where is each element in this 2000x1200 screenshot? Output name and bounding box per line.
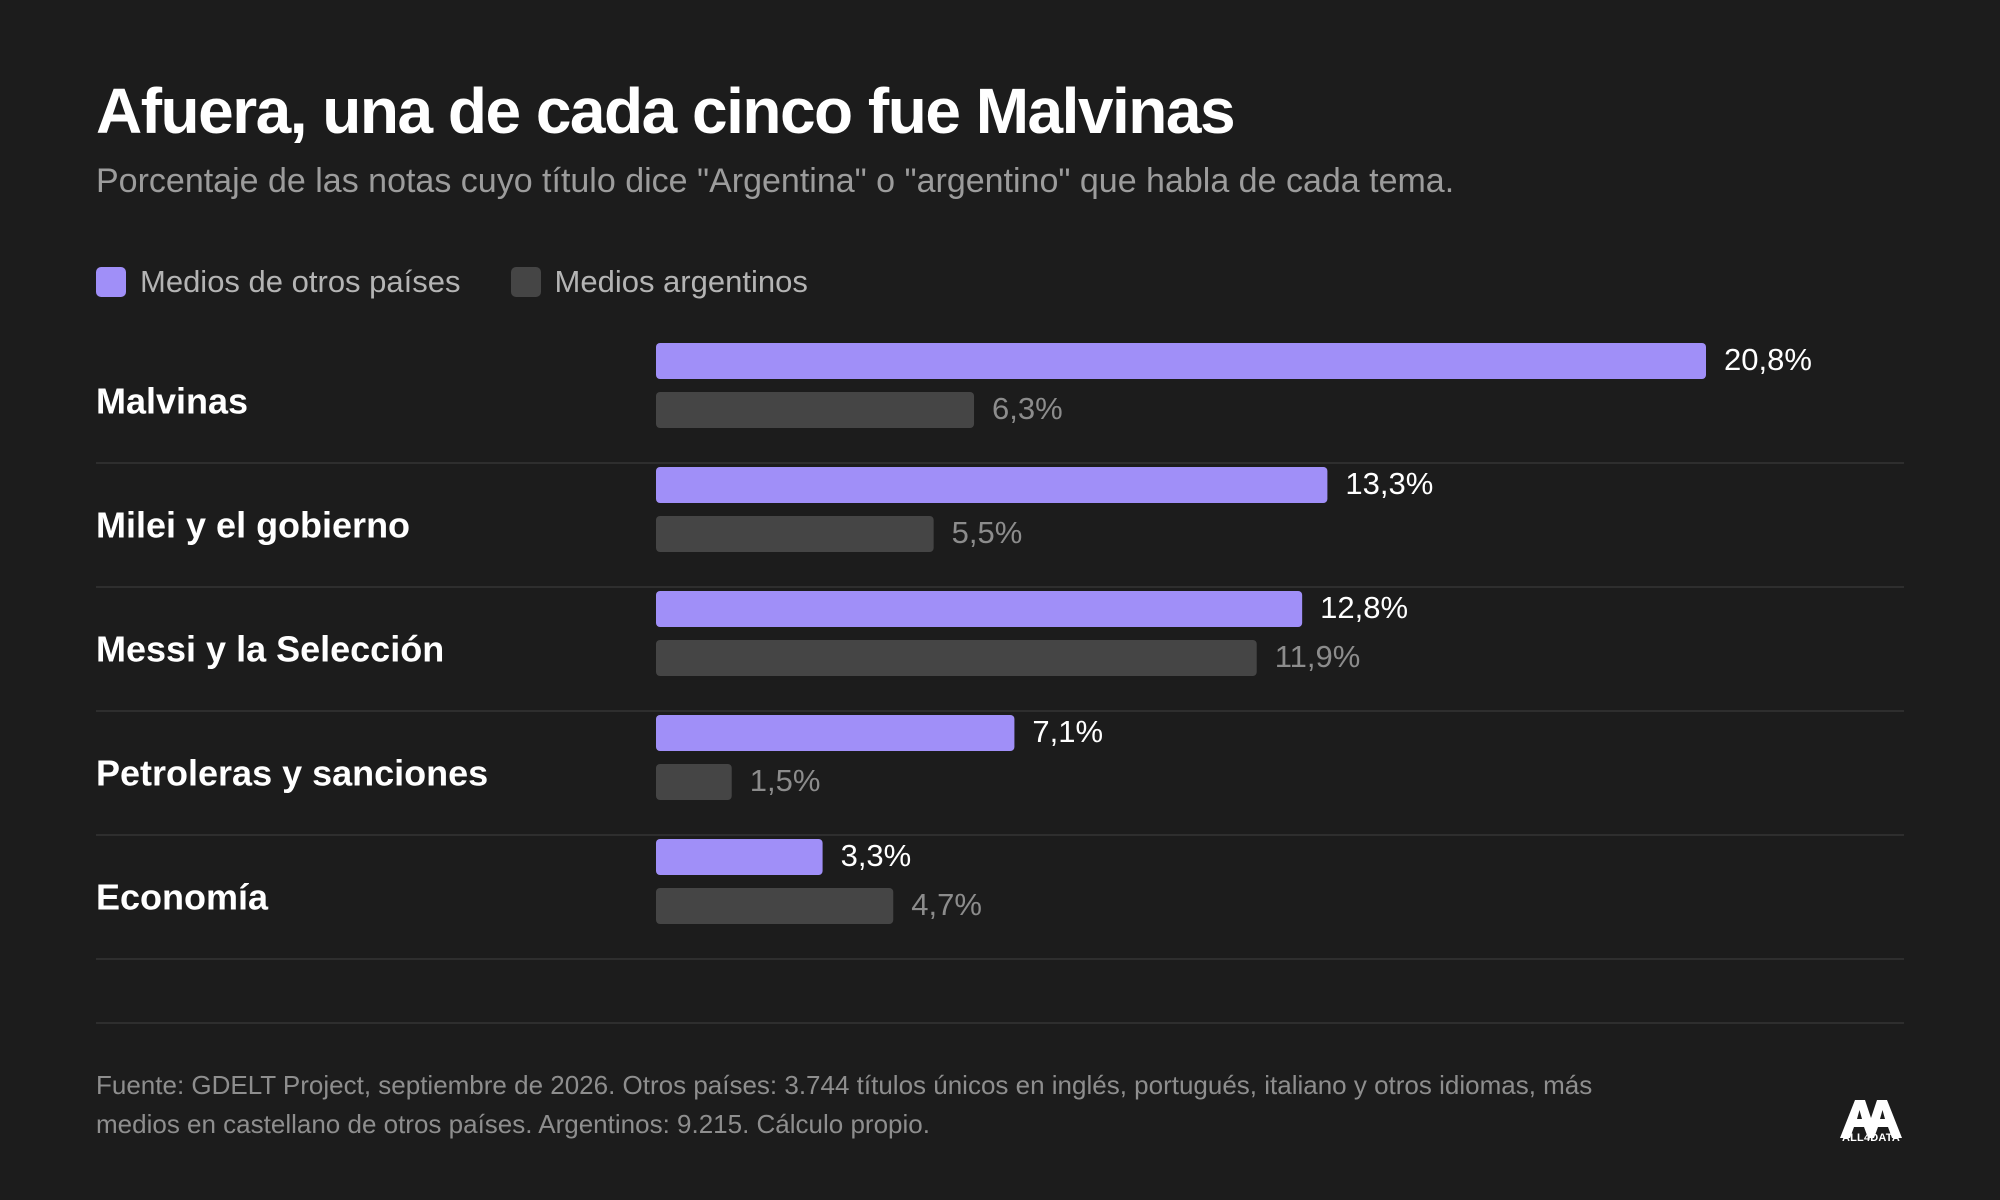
value-label-foreign-malvinas: 20,8% <box>1724 342 1812 377</box>
value-label-foreign-petroleras-y-sanciones: 7,1% <box>1032 714 1103 749</box>
legend-item-foreign: Medios de otros países <box>96 264 461 300</box>
category-label-messi-y-la-seleccion: Messi y la Selección <box>96 629 444 670</box>
all4data-logo-icon <box>1840 1100 1902 1138</box>
bar-argentine-malvinas <box>656 392 975 428</box>
bar-foreign-petroleras-y-sanciones <box>656 715 1015 751</box>
legend: Medios de otros países Medios argentinos <box>96 262 808 302</box>
source-note: Fuente: GDELT Project, septiembre de 202… <box>96 1070 1593 1139</box>
legend-label-foreign: Medios de otros países <box>140 264 461 299</box>
value-label-foreign-messi-y-la-seleccion: 12,8% <box>1320 590 1408 625</box>
legend-swatch-argentine <box>510 267 541 297</box>
bar-chart: Malvinas 20,8% 6,3% Milei y el gobierno 13,3… <box>96 342 1904 960</box>
bar-foreign-milei-y-el-gobierno <box>656 467 1328 503</box>
value-label-argentine-economia: 4,7% <box>911 887 982 922</box>
legend-item-argentine: Medios argentinos <box>510 264 808 300</box>
value-label-argentine-milei-y-el-gobierno: 5,5% <box>952 515 1023 550</box>
value-label-argentine-messi-y-la-seleccion: 11,9% <box>1275 639 1361 674</box>
category-label-economia: Economía <box>96 877 269 918</box>
category-label-milei-y-el-gobierno: Milei y el gobierno <box>96 505 410 546</box>
value-label-argentine-malvinas: 6,3% <box>992 391 1063 426</box>
value-label-foreign-milei-y-el-gobierno: 13,3% <box>1345 466 1433 501</box>
chart-title: Afuera, una de cada cinco fue Malvinas <box>96 75 1236 147</box>
footer-divider <box>96 1022 1904 1024</box>
bar-foreign-messi-y-la-seleccion <box>656 591 1303 627</box>
logo-text: ALL4DATA <box>1841 1132 1901 1144</box>
bar-foreign-malvinas <box>656 343 1706 379</box>
chart-subtitle: Porcentaje de las notas cuyo título dice… <box>96 162 1455 200</box>
bar-foreign-economia <box>656 839 823 875</box>
value-label-foreign-economia: 3,3% <box>841 838 912 873</box>
value-label-argentine-petroleras-y-sanciones: 1,5% <box>750 763 821 798</box>
bar-argentine-petroleras-y-sanciones <box>656 764 732 800</box>
category-label-malvinas: Malvinas <box>96 381 248 422</box>
legend-swatch-foreign <box>96 267 126 297</box>
bar-argentine-economia <box>656 888 894 924</box>
bar-argentine-milei-y-el-gobierno <box>656 516 934 552</box>
legend-label-argentine: Medios argentinos <box>554 264 808 299</box>
category-label-petroleras-y-sanciones: Petroleras y sanciones <box>96 753 488 794</box>
bar-argentine-messi-y-la-seleccion <box>656 640 1257 676</box>
